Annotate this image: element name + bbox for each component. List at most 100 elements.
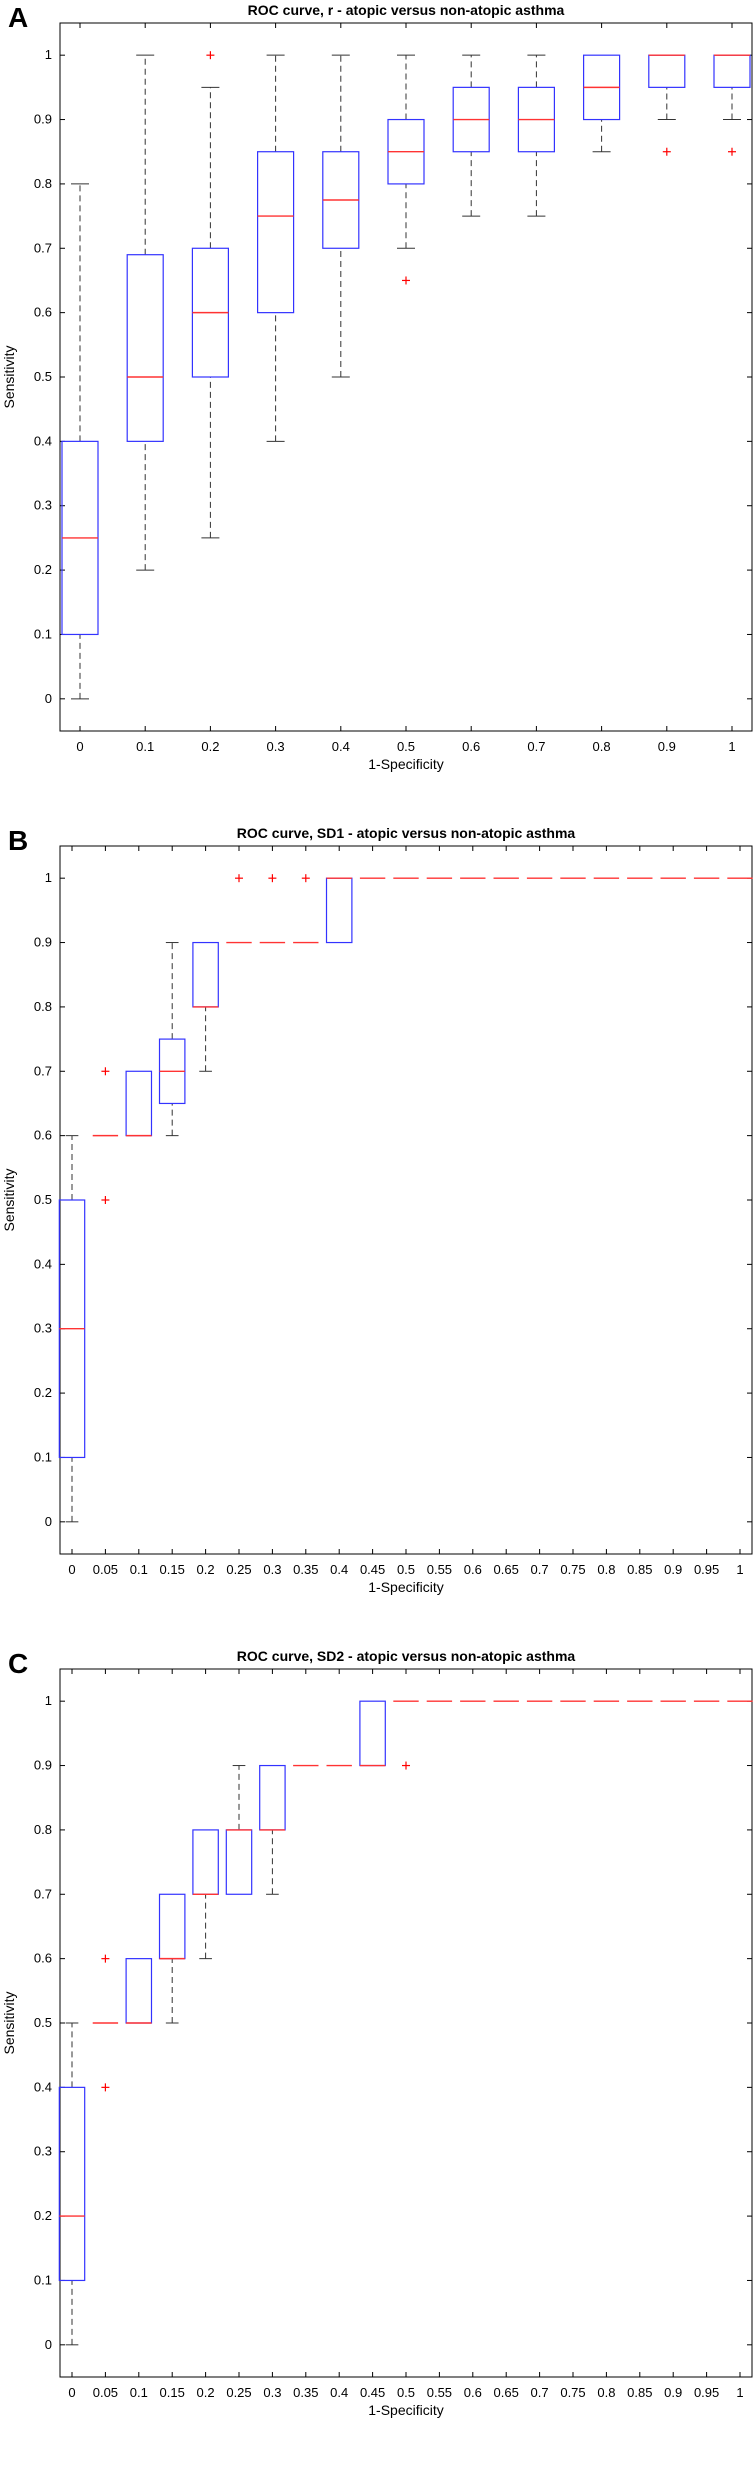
panel-letter: B	[8, 825, 29, 856]
box-0.05	[92, 1067, 119, 1204]
y-tick-label: 0.7	[34, 1063, 52, 1078]
boxplot-chart-a: ROC curve, r - atopic versus non-atopic …	[1, 2, 753, 772]
y-tick-label: 0.8	[34, 1822, 52, 1837]
x-tick-label: 0.5	[397, 2385, 415, 2400]
x-tick-label: 0.3	[263, 1562, 281, 1577]
boxplot-chart-b: ROC curve, SD1 - atopic versus non-atopi…	[1, 825, 753, 1595]
x-tick-label: 1	[728, 739, 735, 754]
x-tick-label: 0.15	[160, 1562, 185, 1577]
chart-title: ROC curve, SD1 - atopic versus non-atopi…	[237, 825, 576, 841]
y-tick-label: 0.3	[34, 1321, 52, 1336]
y-tick-label: 0.4	[34, 2079, 52, 2094]
box-body	[713, 54, 751, 88]
box-1	[713, 54, 751, 156]
box-0	[58, 1135, 86, 1523]
box-body	[257, 151, 295, 314]
x-tick-label: 0.7	[531, 1562, 549, 1577]
panel-c: C ROC curve, SD2 - atopic versus non-ato…	[0, 1646, 754, 2469]
x-tick-label: 1	[736, 1562, 743, 1577]
x-tick-label: 0.55	[427, 2385, 452, 2400]
y-tick-label: 0.8	[34, 999, 52, 1014]
plot-frame	[59, 1668, 753, 2378]
x-tick-label: 0.85	[627, 1562, 652, 1577]
x-tick-label: 0.05	[93, 1562, 118, 1577]
y-tick-label: 0.9	[34, 112, 52, 127]
y-tick-label: 0.4	[34, 433, 52, 448]
box-0.4	[325, 877, 353, 944]
box-body	[325, 877, 353, 944]
y-tick-label: 0.5	[34, 2015, 52, 2030]
x-tick-label: 0.35	[293, 2385, 318, 2400]
x-tick-label: 0.9	[664, 1562, 682, 1577]
y-tick-label: 0.9	[34, 935, 52, 950]
y-tick-label: 0.5	[34, 369, 52, 384]
y-tick-label: 0.3	[34, 2144, 52, 2159]
panel-letter: C	[8, 1648, 29, 1679]
y-tick-label: 0.4	[34, 1256, 52, 1271]
x-tick-label: 0.8	[597, 2385, 615, 2400]
box-0.5	[393, 1700, 419, 1770]
x-tick-label: 0.8	[597, 1562, 615, 1577]
x-tick-label: 0.2	[197, 1562, 215, 1577]
y-tick-label: 0.1	[34, 626, 52, 641]
x-tick-label: 0.2	[197, 2385, 215, 2400]
box-body	[58, 2086, 86, 2282]
x-tick-label: 0.9	[664, 2385, 682, 2400]
x-tick-label: 0.7	[527, 739, 545, 754]
x-tick-label: 0.45	[360, 1562, 385, 1577]
box-0.05	[92, 1954, 119, 2092]
y-tick-label: 0.6	[34, 1128, 52, 1143]
box-body	[648, 54, 686, 88]
box-body	[225, 1829, 253, 1895]
x-tick-label: 0.6	[462, 739, 480, 754]
plot-frame	[59, 845, 753, 1555]
y-tick-label: 0.9	[34, 1758, 52, 1773]
chart-title: ROC curve, SD2 - atopic versus non-atopi…	[237, 1648, 576, 1664]
y-tick-label: 0.2	[34, 562, 52, 577]
y-tick-label: 0	[45, 1514, 52, 1529]
box-0.2	[192, 941, 219, 1072]
x-axis-label: 1-Specificity	[368, 1579, 443, 1595]
y-axis-label: Sensitivity	[1, 345, 17, 408]
box-0.3	[259, 1764, 286, 1895]
panel-letter: A	[8, 2, 29, 33]
x-tick-label: 0.45	[360, 2385, 385, 2400]
x-tick-label: 0.4	[330, 1562, 348, 1577]
x-tick-label: 0.25	[226, 1562, 251, 1577]
box-0.1	[125, 1070, 153, 1137]
plot-frame	[59, 22, 753, 732]
box-0.3	[257, 54, 295, 442]
y-tick-label: 1	[45, 1693, 52, 1708]
x-tick-label: 0.35	[293, 1562, 318, 1577]
x-tick-label: 0.05	[93, 2385, 118, 2400]
box-0.1	[126, 54, 164, 571]
x-tick-label: 0.6	[464, 2385, 482, 2400]
y-tick-label: 0.5	[34, 1192, 52, 1207]
box-0.7	[517, 54, 556, 217]
x-tick-label: 0.15	[160, 2385, 185, 2400]
chart-title: ROC curve, r - atopic versus non-atopic …	[248, 2, 565, 18]
box-0.15	[158, 942, 186, 1137]
box-body	[158, 1893, 186, 1960]
y-tick-label: 0	[45, 691, 52, 706]
box-0.15	[158, 1893, 186, 2024]
y-tick-label: 0.6	[34, 305, 52, 320]
x-tick-label: 0.85	[627, 2385, 652, 2400]
x-tick-label: 0.8	[593, 739, 611, 754]
x-tick-label: 0.65	[494, 2385, 519, 2400]
box-0.25	[225, 1765, 253, 1895]
x-tick-label: 0.7	[531, 2385, 549, 2400]
y-tick-label: 0.1	[34, 2272, 52, 2287]
box-0.8	[582, 54, 621, 153]
box-0.45	[359, 1700, 386, 1767]
y-tick-label: 0.3	[34, 498, 52, 513]
y-tick-label: 1	[45, 47, 52, 62]
y-tick-label: 0.7	[34, 1886, 52, 1901]
x-tick-label: 0.75	[560, 2385, 585, 2400]
box-0.9	[648, 54, 686, 156]
y-tick-label: 0.8	[34, 176, 52, 191]
boxplot-chart-c: ROC curve, SD2 - atopic versus non-atopi…	[1, 1648, 753, 2418]
y-tick-label: 0.7	[34, 240, 52, 255]
x-tick-label: 0.5	[397, 1562, 415, 1577]
box-body	[192, 1829, 219, 1895]
